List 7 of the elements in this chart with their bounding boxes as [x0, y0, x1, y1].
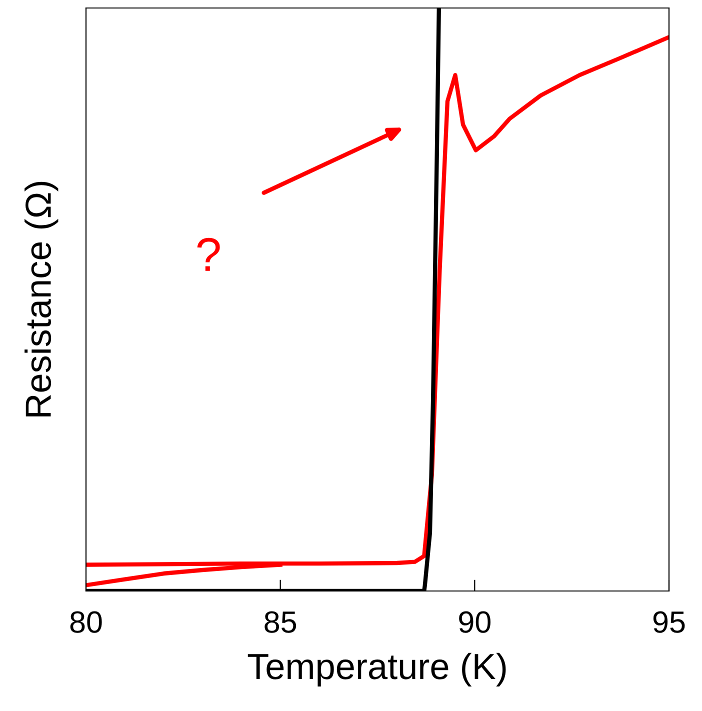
- x-tick-label: 90: [459, 611, 490, 633]
- x-tick-label: 80: [70, 611, 102, 633]
- x-axis-title: Temperature (K): [248, 652, 506, 686]
- y-axis-title: Resistance (Ω): [24, 182, 58, 416]
- annotation: ?: [197, 238, 220, 271]
- x-tick-label: 85: [264, 611, 296, 633]
- x-tick-label: 95: [653, 611, 685, 633]
